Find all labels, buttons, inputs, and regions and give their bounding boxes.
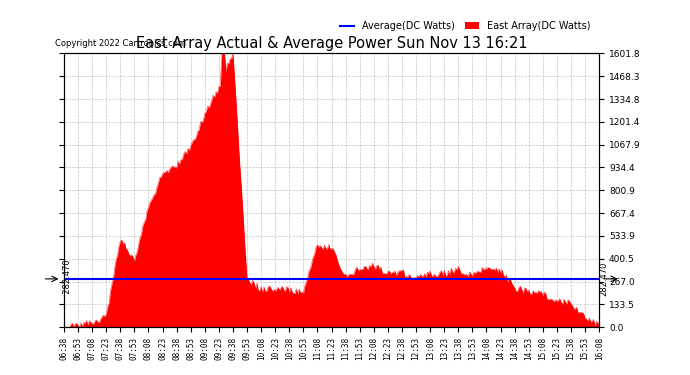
Text: 282.470: 282.470 xyxy=(63,259,72,299)
Text: Copyright 2022 Cartronics.com: Copyright 2022 Cartronics.com xyxy=(55,39,186,48)
Legend: Average(DC Watts), East Array(DC Watts): Average(DC Watts), East Array(DC Watts) xyxy=(336,17,594,35)
Text: 282.470: 282.470 xyxy=(600,262,609,296)
Title: East Array Actual & Average Power Sun Nov 13 16:21: East Array Actual & Average Power Sun No… xyxy=(136,36,527,51)
